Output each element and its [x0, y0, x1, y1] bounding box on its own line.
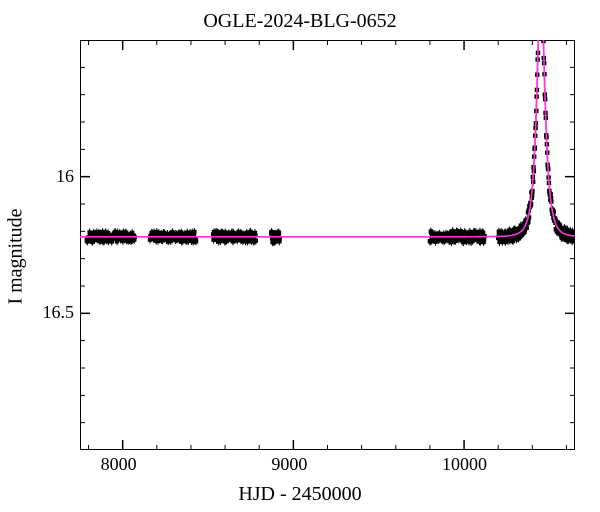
y-tick-label: 16.5 — [43, 302, 75, 323]
x-tick-label: 8000 — [101, 454, 137, 475]
chart-title: OGLE-2024-BLG-0652 — [0, 10, 600, 33]
chart-container: OGLE-2024-BLG-0652 I magnitude HJD - 245… — [0, 0, 600, 512]
plot-area — [80, 40, 575, 450]
x-tick-label: 9000 — [271, 454, 307, 475]
y-axis-label: I magnitude — [6, 0, 26, 512]
x-axis-label: HJD - 2450000 — [0, 483, 600, 506]
x-tick-label: 10000 — [442, 454, 487, 475]
y-tick-label: 16 — [56, 166, 74, 187]
